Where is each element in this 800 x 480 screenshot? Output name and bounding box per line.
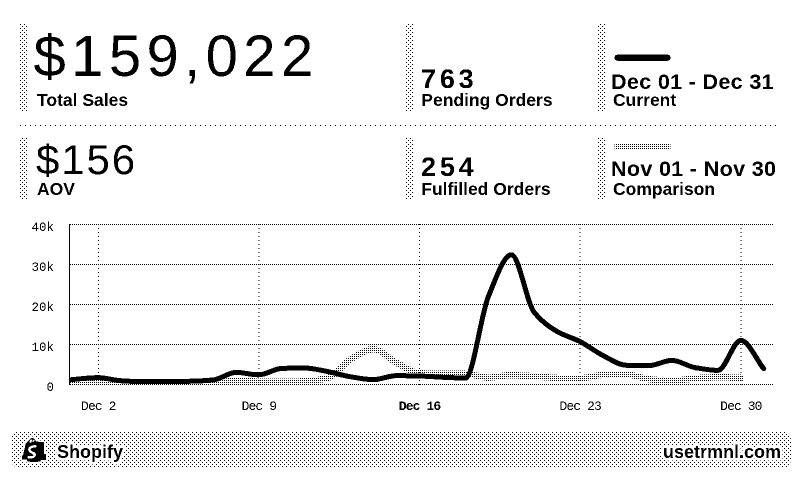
svg-text:Shopify: Shopify	[57, 442, 123, 462]
svg-text:usetrmnl.com: usetrmnl.com	[663, 442, 781, 462]
